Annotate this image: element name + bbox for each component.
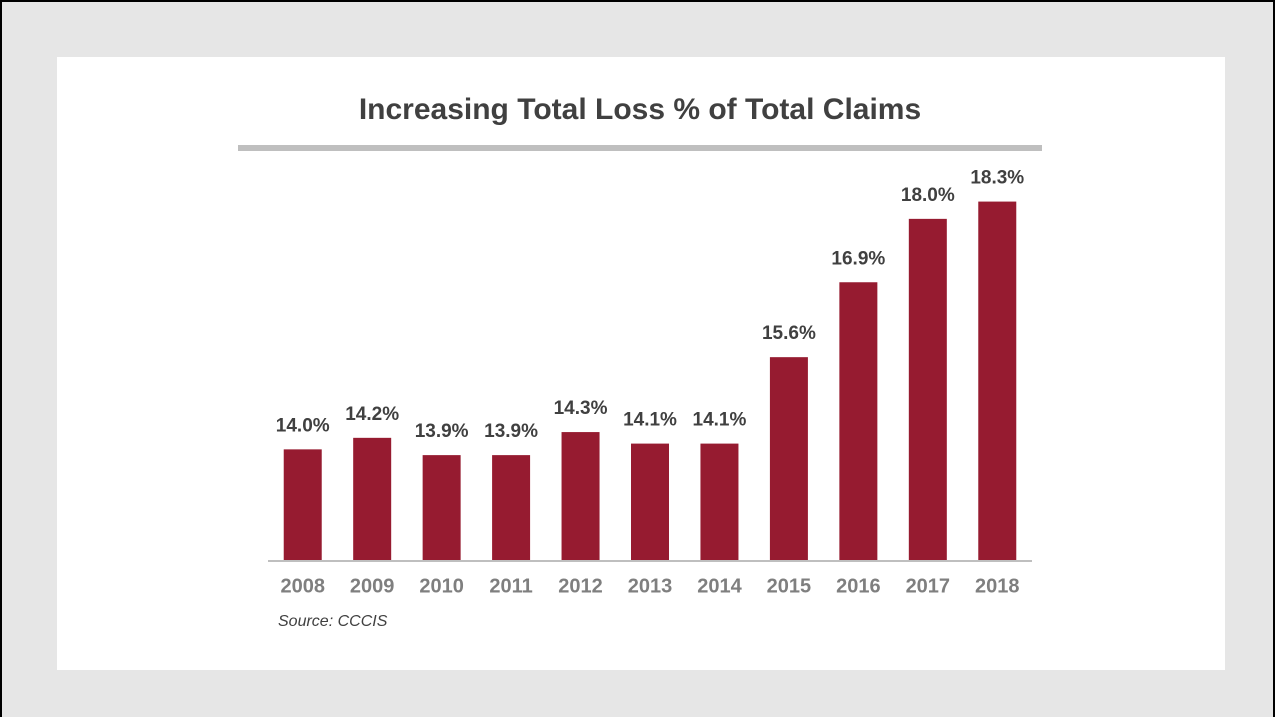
chart-title: Increasing Total Loss % of Total Claims [359, 93, 921, 126]
data-label: 13.9% [484, 421, 538, 442]
x-tick-label: 2010 [419, 575, 464, 597]
chart-card [57, 57, 1225, 670]
data-label: 15.6% [762, 323, 816, 344]
data-label: 14.1% [623, 410, 677, 431]
source-note: Source: CCCIS [278, 613, 388, 630]
x-tick-label: 2017 [906, 575, 951, 597]
data-label: 16.9% [831, 248, 885, 269]
bar [283, 449, 322, 560]
bar [700, 443, 739, 560]
x-tick-label: 2015 [767, 575, 812, 597]
bar [908, 218, 947, 560]
bar [839, 282, 878, 560]
data-label: 14.3% [554, 398, 608, 419]
data-label: 14.2% [345, 404, 399, 425]
data-label: 14.1% [693, 410, 747, 431]
bar [631, 443, 669, 560]
title-rule [238, 145, 1042, 151]
x-tick-label: 2014 [697, 575, 742, 597]
x-tick-label: 2011 [489, 575, 532, 597]
x-tick-label: 2008 [280, 575, 325, 597]
x-tick-label: 2018 [975, 575, 1020, 597]
x-tick-label: 2009 [350, 575, 395, 597]
bar [769, 357, 808, 560]
bar [492, 455, 531, 560]
data-label: 18.3% [970, 168, 1024, 189]
bar [353, 437, 392, 560]
x-tick-label: 2012 [558, 575, 603, 597]
data-label: 14.0% [276, 415, 330, 436]
bar [978, 201, 1017, 561]
x-tick-label: 2016 [836, 575, 881, 597]
data-label: 18.0% [901, 185, 955, 206]
bar [422, 455, 461, 560]
x-tick-label: 2013 [628, 575, 673, 597]
bar [561, 432, 600, 560]
data-label: 13.9% [415, 421, 469, 442]
